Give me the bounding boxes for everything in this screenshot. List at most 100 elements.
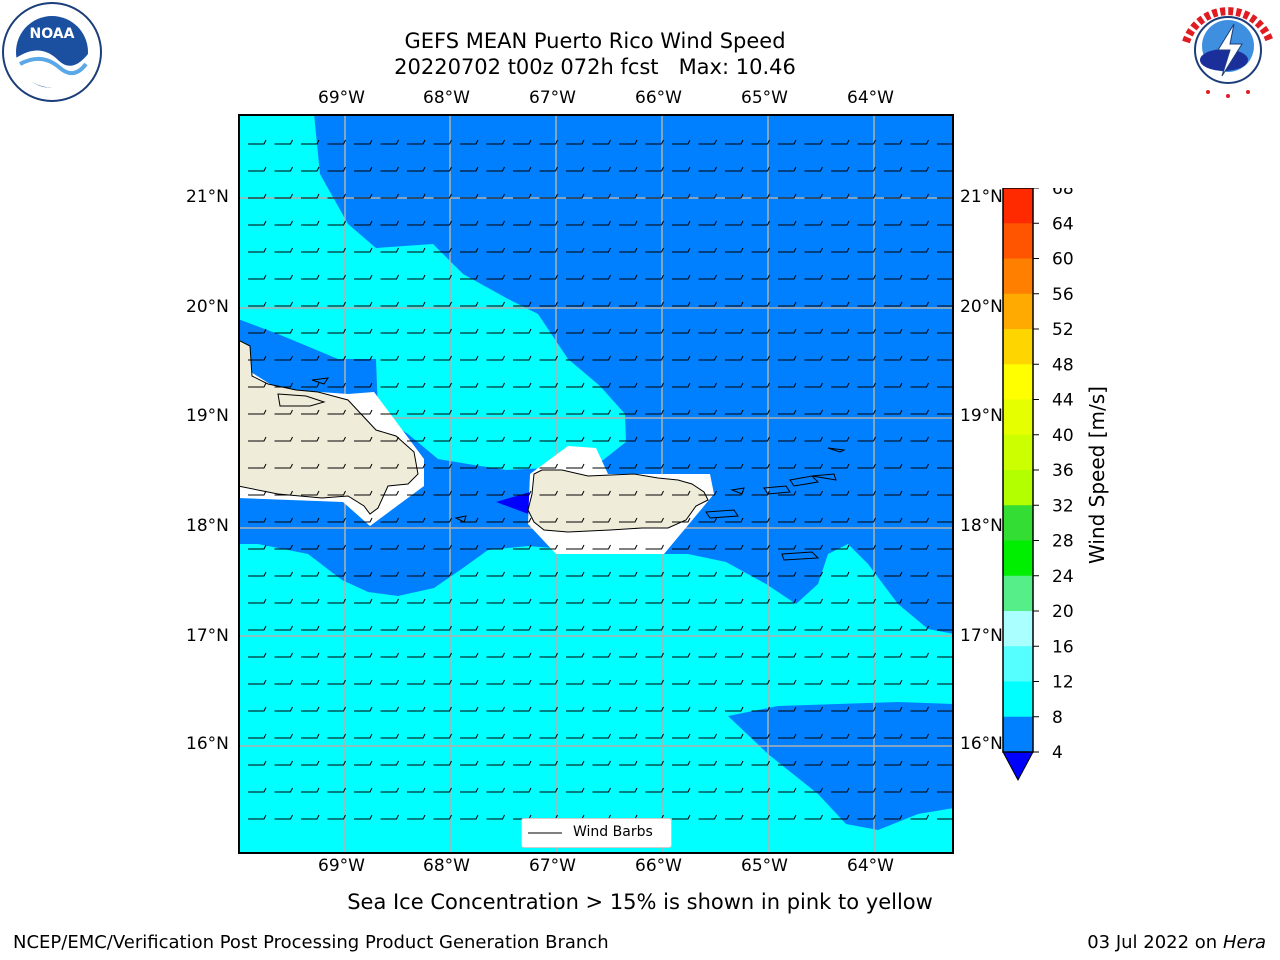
wind-barb [698,679,717,685]
wind-barb [460,166,479,172]
wind-barb [857,625,876,631]
wind-barb [645,355,664,361]
wind-barb [486,463,505,469]
footer-left: NCEP/EMC/Verification Post Processing Pr… [13,932,609,953]
wind-barb [884,544,903,550]
wind-barb [301,193,320,199]
wind-field-8-12-north [238,114,626,470]
wind-barb [354,490,373,496]
wind-barbs-legend: Wind Barbs [521,818,672,848]
wind-barb [619,247,638,253]
wind-barb [274,463,293,469]
wind-barb [778,598,797,604]
wind-barb [486,733,505,739]
wind-barb [910,544,929,550]
wind-barb [274,193,293,199]
wind-barb [354,463,373,469]
wind-barb [645,436,664,442]
wind-barb [407,220,426,226]
wind-barb [513,787,532,793]
wind-barb [566,787,585,793]
wind-barb [433,490,452,496]
wind-barb [566,139,585,145]
wind-barb [751,571,770,577]
lon-label-top-68w: 68°W [423,88,470,108]
wind-barb [725,679,744,685]
wind-barb [778,706,797,712]
wind-barb [804,625,823,631]
wind-barb [619,301,638,307]
wind-barb [354,679,373,685]
wind-barb [725,544,744,550]
wind-barb [486,814,505,820]
title-line-2: 20220702 t00z 072h fcst Max: 10.46 [394,55,796,79]
wind-barb [751,706,770,712]
wind-barb [884,814,903,820]
wind-barb [884,409,903,415]
wind-barb [751,679,770,685]
wind-barb [539,247,558,253]
wind-barb [619,652,638,658]
wind-barb [672,544,691,550]
wind-barb [751,220,770,226]
wind-barb [778,787,797,793]
colorbar-tick-label: 56 [1052,285,1074,305]
wind-barb [619,382,638,388]
wind-barb [539,436,558,442]
wind-barb [539,679,558,685]
wind-barb [513,220,532,226]
wind-barb [301,706,320,712]
wind-barb [327,328,346,334]
wind-barb [513,409,532,415]
wind-barb [884,166,903,172]
wind-barb [910,490,929,496]
wind-barb [248,220,267,226]
wind-barb [857,544,876,550]
colorbar-tick-label: 4 [1052,743,1063,763]
wind-barb [804,301,823,307]
wind-barb [778,166,797,172]
wind-barb [513,679,532,685]
lon-label-bottom-67w: 67°W [529,856,576,876]
wind-barb [645,139,664,145]
wind-barb [380,760,399,766]
wind-barb [725,490,744,496]
wind-barb [725,652,744,658]
wind-barb [380,166,399,172]
lat-label-right-19n: 19°N [960,406,1003,426]
wind-barb [513,166,532,172]
wind-barb [566,679,585,685]
wind-barb [566,571,585,577]
wind-barb [327,679,346,685]
wind-barb [831,166,850,172]
wind-barb [592,463,611,469]
wind-barb [751,274,770,280]
wind-barb [380,679,399,685]
colorbar-bin [1003,540,1033,577]
wind-barb [804,679,823,685]
wind-barb [407,814,426,820]
wind-barb [778,382,797,388]
wind-barb [672,733,691,739]
wind-barb [380,355,399,361]
wind-barb [804,382,823,388]
noaa-logo: NOAA [0,2,104,106]
wind-barb [751,760,770,766]
wind-barb [831,490,850,496]
wind-barb [460,544,479,550]
wind-barb [486,193,505,199]
wind-barb [672,787,691,793]
wind-barb [884,355,903,361]
wind-barb [672,166,691,172]
wind-barb [725,625,744,631]
wind-barb [460,274,479,280]
wind-barb [407,328,426,334]
wind-barb [831,544,850,550]
wind-barb [301,544,320,550]
wind-barb [354,814,373,820]
wind-barb [725,463,744,469]
lon-label-bottom-68w: 68°W [423,856,470,876]
wind-barb [380,274,399,280]
wind-field-8-12-south [238,544,954,854]
wind-barb [592,544,611,550]
